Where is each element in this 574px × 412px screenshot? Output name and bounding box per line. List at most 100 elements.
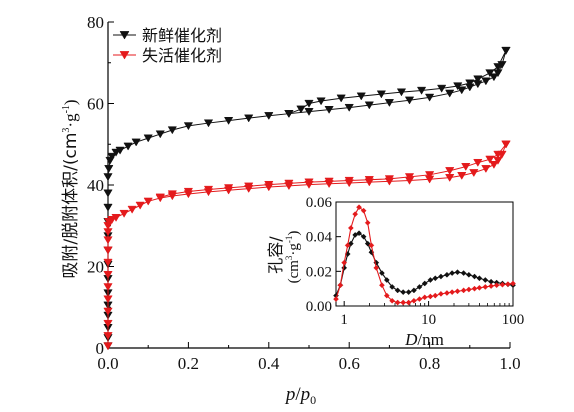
x-tick-label: 0.2 bbox=[178, 354, 199, 373]
adsorption-point bbox=[457, 86, 467, 95]
inset-data-point bbox=[499, 281, 506, 288]
adsorption-point bbox=[143, 134, 153, 143]
inset-data-point bbox=[476, 275, 483, 282]
inset-y-tick-label: 0.06 bbox=[306, 195, 333, 211]
x-tick-label: 0.4 bbox=[258, 354, 280, 373]
inset-data-point bbox=[389, 284, 396, 290]
x-tick-label: 0.6 bbox=[339, 354, 360, 373]
desorption-point bbox=[493, 150, 503, 159]
inset-data-point bbox=[364, 219, 371, 226]
desorption-point bbox=[284, 110, 294, 118]
desorption-point bbox=[324, 177, 334, 186]
desorption-point bbox=[203, 185, 214, 194]
desorption-point bbox=[155, 193, 165, 202]
adsorption-point bbox=[103, 173, 113, 182]
inset-data-point bbox=[505, 281, 511, 288]
inset-data-point bbox=[444, 271, 450, 278]
adsorption-point bbox=[119, 209, 129, 218]
adsorption-point bbox=[344, 103, 354, 112]
inset-data-point bbox=[482, 284, 489, 290]
legend-label: 新鲜催化剂 bbox=[142, 26, 222, 45]
y-axis-label: 吸附/脱附体积/(cm3·g-1) bbox=[61, 99, 81, 278]
desorption-point bbox=[445, 167, 455, 176]
adsorption-point bbox=[103, 283, 113, 292]
adsorption-point bbox=[103, 236, 113, 245]
desorption-point bbox=[465, 79, 475, 88]
desorption-point bbox=[493, 63, 503, 72]
adsorption-point bbox=[424, 93, 435, 102]
adsorption-point bbox=[135, 201, 145, 210]
adsorption-point bbox=[143, 197, 153, 206]
x-axis-label: p/p0 bbox=[284, 384, 316, 407]
desorption-point bbox=[244, 182, 254, 191]
inset-data-point bbox=[482, 277, 489, 283]
adsorption-point bbox=[103, 189, 113, 198]
inset-data-point bbox=[454, 288, 461, 295]
inset-data-point bbox=[400, 289, 407, 296]
desorption-point bbox=[304, 178, 314, 187]
legend-marker bbox=[119, 51, 130, 60]
inset-data-point bbox=[360, 207, 367, 214]
desorption-point bbox=[437, 84, 447, 93]
inset-data-point bbox=[454, 269, 461, 276]
desorption-point bbox=[453, 82, 463, 91]
desorption-point bbox=[501, 140, 511, 149]
inset-data-point bbox=[438, 290, 444, 297]
inset-data-point bbox=[341, 264, 348, 271]
inset-data-point bbox=[373, 264, 380, 271]
adsorption-point bbox=[384, 99, 395, 107]
desorption-point bbox=[473, 75, 483, 84]
adsorption-point bbox=[115, 146, 125, 155]
inset-data-point bbox=[337, 282, 344, 289]
adsorption-point bbox=[203, 119, 214, 128]
desorption-point bbox=[264, 180, 274, 189]
inset-y-tick-label: 0.02 bbox=[306, 264, 332, 280]
adsorption-point bbox=[304, 108, 314, 116]
desorption-point bbox=[296, 105, 306, 114]
inset-x-tick-label: 100 bbox=[502, 312, 525, 328]
inset-data-point bbox=[344, 242, 351, 249]
adsorption-point bbox=[111, 213, 121, 222]
x-tick-label: 0.0 bbox=[97, 354, 118, 373]
legend-marker bbox=[119, 31, 130, 40]
inset-data-point bbox=[432, 275, 439, 282]
adsorption-point bbox=[223, 117, 234, 125]
inset-data-point bbox=[449, 270, 456, 276]
pore-size-inset: 0.00 0.02 0.04 0.06 1 10 100 D/nm 孔容/(cm3·g-1) bbox=[266, 195, 524, 349]
desorption-point bbox=[501, 46, 511, 55]
desorption-point bbox=[183, 187, 194, 196]
inset-y-axis-label-line2: (cm3·g-1) bbox=[284, 231, 302, 284]
desorption-point bbox=[304, 99, 314, 108]
adsorption-point bbox=[457, 172, 467, 180]
inset-data-point bbox=[416, 296, 423, 302]
inset-x-tick-label: 10 bbox=[421, 312, 436, 328]
adsorption-point bbox=[103, 258, 113, 267]
desorption-line bbox=[160, 143, 507, 198]
desorption-point bbox=[316, 97, 326, 106]
inset-data-point bbox=[465, 286, 472, 293]
adsorption-point bbox=[445, 89, 455, 98]
inset-data-point bbox=[427, 277, 434, 283]
inset-data-point bbox=[394, 299, 401, 306]
inset-data-point bbox=[476, 284, 483, 291]
inset-data-point bbox=[360, 233, 367, 240]
inset-data-point bbox=[432, 292, 439, 299]
inset-x-axis-label: D/nm bbox=[404, 330, 444, 349]
desorption-point bbox=[223, 184, 234, 193]
inset-data-point bbox=[347, 240, 354, 247]
inset-data-point bbox=[427, 293, 434, 300]
inset-y-tick-label: 0.00 bbox=[306, 299, 332, 315]
inset-data-point bbox=[510, 280, 516, 287]
desorption-point bbox=[485, 69, 495, 78]
y-tick-label: 60 bbox=[87, 95, 104, 114]
x-tick-label: 0.8 bbox=[419, 354, 440, 373]
desorption-point bbox=[404, 173, 415, 182]
inset-data-point bbox=[394, 287, 401, 294]
adsorption-point bbox=[324, 106, 334, 114]
y-tick-label: 40 bbox=[87, 176, 104, 195]
adsorption-point bbox=[155, 130, 165, 139]
inset-data-point bbox=[460, 287, 467, 294]
adsorption-point bbox=[123, 142, 133, 151]
inset-data-point bbox=[368, 242, 375, 249]
inset-data-point bbox=[333, 296, 339, 302]
